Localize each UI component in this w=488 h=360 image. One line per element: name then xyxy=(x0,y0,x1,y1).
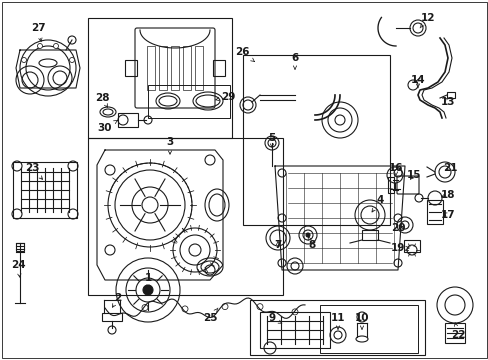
Bar xyxy=(16,243,24,251)
Text: 2: 2 xyxy=(112,293,122,307)
Circle shape xyxy=(69,58,74,63)
Text: 27: 27 xyxy=(31,23,45,41)
Text: 19: 19 xyxy=(390,243,408,253)
Text: 30: 30 xyxy=(98,120,117,133)
Bar xyxy=(403,240,419,252)
Text: 11: 11 xyxy=(330,313,345,329)
Text: 22: 22 xyxy=(450,323,464,340)
Circle shape xyxy=(38,44,42,49)
Bar xyxy=(446,92,454,98)
Bar xyxy=(13,162,77,218)
Text: 3: 3 xyxy=(166,137,173,154)
Circle shape xyxy=(305,233,309,237)
Text: 24: 24 xyxy=(11,260,25,277)
Circle shape xyxy=(53,44,59,49)
Text: 6: 6 xyxy=(291,53,298,69)
Bar xyxy=(243,55,389,225)
Bar xyxy=(148,85,229,118)
Bar xyxy=(159,46,167,90)
Bar xyxy=(249,300,424,355)
Text: 28: 28 xyxy=(95,93,109,107)
Bar xyxy=(361,230,377,240)
Text: 18: 18 xyxy=(440,190,454,200)
Text: 16: 16 xyxy=(388,163,403,176)
Bar xyxy=(88,138,283,295)
Text: 29: 29 xyxy=(215,92,235,102)
Bar xyxy=(195,46,203,90)
Bar xyxy=(147,46,155,90)
Bar xyxy=(319,305,417,353)
Text: 21: 21 xyxy=(442,163,456,173)
Bar xyxy=(171,46,179,90)
Text: 12: 12 xyxy=(419,13,434,28)
Bar xyxy=(183,46,191,90)
Text: 8: 8 xyxy=(307,237,315,250)
Bar xyxy=(125,60,137,76)
Bar xyxy=(444,323,464,343)
Text: 26: 26 xyxy=(234,47,254,62)
Text: 15: 15 xyxy=(406,170,420,180)
Bar xyxy=(88,18,231,138)
Bar xyxy=(260,312,329,348)
Text: 17: 17 xyxy=(440,210,454,220)
Text: 5: 5 xyxy=(268,133,275,147)
Text: 10: 10 xyxy=(354,313,368,329)
Text: 23: 23 xyxy=(25,163,42,179)
Text: 4: 4 xyxy=(371,195,383,212)
Circle shape xyxy=(21,58,26,63)
Bar xyxy=(387,177,393,193)
Bar xyxy=(102,313,122,321)
Circle shape xyxy=(142,285,153,295)
Text: 1: 1 xyxy=(144,273,151,289)
Text: 20: 20 xyxy=(390,223,405,233)
Text: 9: 9 xyxy=(268,313,281,323)
Text: 14: 14 xyxy=(410,75,425,88)
Text: 13: 13 xyxy=(440,97,454,107)
Bar xyxy=(213,60,224,76)
Text: 7: 7 xyxy=(274,240,281,250)
Bar xyxy=(426,200,442,224)
Bar xyxy=(118,113,138,127)
Text: 25: 25 xyxy=(203,308,218,323)
